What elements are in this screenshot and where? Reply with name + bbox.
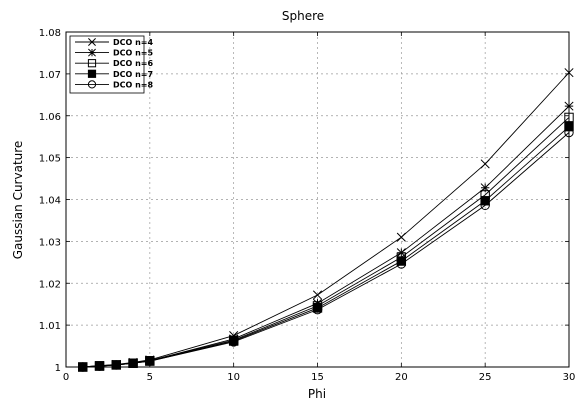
legend-label: DCO n=8 — [113, 80, 153, 89]
series-group — [78, 68, 574, 372]
y-tick-label: 1.08 — [39, 28, 61, 39]
y-axis-title: Gaussian Curvature — [11, 141, 25, 260]
data-point-marker — [564, 68, 574, 78]
data-point-marker — [564, 127, 574, 138]
grid-layer — [66, 32, 569, 367]
data-point-marker — [87, 59, 97, 68]
series-line — [82, 126, 570, 368]
series-group — [78, 112, 574, 372]
y-tick-label: 1.01 — [39, 321, 61, 332]
series-line — [82, 132, 570, 368]
data-point-marker — [312, 304, 323, 315]
data-point-marker — [88, 48, 96, 57]
data-point-marker — [88, 38, 96, 46]
series-line — [82, 117, 570, 368]
chart-title: Sphere — [282, 9, 324, 23]
series-layer — [78, 68, 574, 372]
series-line — [82, 72, 570, 368]
legend-item: DCO n=5 — [75, 49, 153, 58]
data-point-marker — [78, 362, 88, 372]
legend-item: DCO n=8 — [75, 80, 153, 89]
y-tick-label: 1.02 — [39, 279, 61, 290]
legend-box — [69, 35, 145, 94]
data-point-marker — [128, 358, 138, 368]
x-tick-label: 30 — [563, 372, 576, 383]
data-point-marker — [312, 290, 323, 300]
y-tick-label: 1.03 — [39, 237, 61, 248]
data-point-marker — [94, 361, 105, 371]
series-group — [78, 101, 574, 372]
legend-label: DCO n=5 — [113, 49, 153, 58]
legend-label: DCO n=7 — [113, 70, 153, 79]
legend-label: DCO n=6 — [113, 59, 153, 68]
data-point-marker — [87, 69, 97, 78]
y-tick-label: 1.07 — [39, 70, 61, 81]
data-point-marker — [564, 121, 574, 132]
x-tick-label: 15 — [311, 372, 324, 383]
legend-item: DCO n=4 — [75, 38, 153, 47]
y-tick-label: 1.05 — [39, 154, 61, 165]
y-tick-label: 1.04 — [39, 196, 61, 207]
x-tick-label: 10 — [227, 372, 240, 383]
data-point-marker — [145, 356, 155, 366]
series-line — [82, 105, 570, 368]
data-point-marker — [111, 360, 122, 370]
data-point-marker — [228, 337, 239, 347]
data-point-marker — [87, 80, 97, 89]
legend-label: DCO n=4 — [113, 38, 153, 47]
legend-item: DCO n=7 — [75, 69, 153, 79]
x-tick-label: 5 — [147, 372, 153, 383]
data-point-marker — [480, 200, 490, 211]
data-point-marker — [564, 112, 574, 123]
y-tick-label: 1.06 — [39, 112, 61, 123]
data-point-marker — [396, 232, 406, 242]
data-point-marker — [396, 259, 407, 269]
x-tick-label: 20 — [395, 372, 408, 383]
data-point-marker — [564, 101, 574, 111]
y-tick-label: 1 — [55, 363, 61, 374]
data-point-marker — [480, 159, 490, 169]
x-axis-title: Phi — [308, 387, 326, 401]
ticks-layer: 0 5 10 15 20 25 30 1 1.01 1.02 1.03 1.04 1.05 1.06 1.0… — [39, 28, 576, 383]
series-group — [78, 121, 574, 372]
x-tick-label: 25 — [479, 372, 492, 383]
series-group — [78, 127, 574, 372]
x-tick-label: 0 — [63, 372, 69, 383]
legend-item: DCO n=6 — [75, 59, 153, 68]
